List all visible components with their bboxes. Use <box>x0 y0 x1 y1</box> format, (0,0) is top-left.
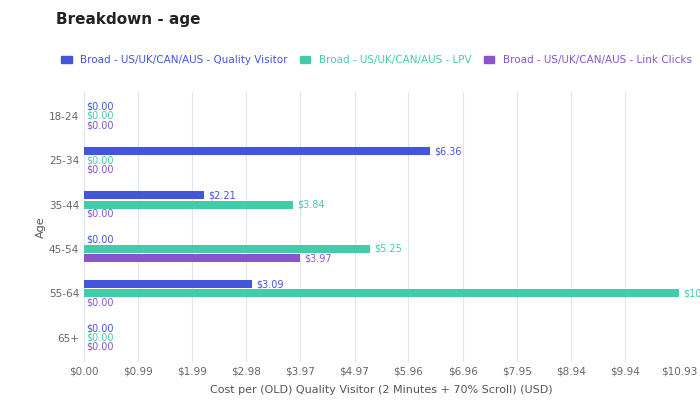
Y-axis label: Age: Age <box>36 216 46 238</box>
Text: $10.93: $10.93 <box>683 288 700 298</box>
Text: $3.84: $3.84 <box>298 200 325 210</box>
Bar <box>84 201 293 208</box>
Text: $0.00: $0.00 <box>86 342 113 352</box>
Bar <box>84 289 679 297</box>
Legend: Broad - US/UK/CAN/AUS - Quality Visitor, Broad - US/UK/CAN/AUS - LPV, Broad - US: Broad - US/UK/CAN/AUS - Quality Visitor,… <box>61 55 692 65</box>
Text: $0.00: $0.00 <box>86 102 113 112</box>
Text: $2.21: $2.21 <box>209 191 237 201</box>
Text: Breakdown - age: Breakdown - age <box>56 12 200 27</box>
Text: $0.00: $0.00 <box>86 297 113 307</box>
Text: $0.00: $0.00 <box>86 235 113 245</box>
Bar <box>84 147 430 155</box>
Text: $6.36: $6.36 <box>435 146 462 156</box>
Text: $0.00: $0.00 <box>86 332 113 342</box>
Text: $5.25: $5.25 <box>374 244 402 254</box>
Bar <box>84 280 252 288</box>
Text: $3.09: $3.09 <box>257 279 284 289</box>
Text: $0.00: $0.00 <box>86 323 113 333</box>
Text: $0.00: $0.00 <box>86 111 113 121</box>
Bar <box>84 254 300 262</box>
Text: $0.00: $0.00 <box>86 155 113 165</box>
Text: $0.00: $0.00 <box>86 164 113 174</box>
X-axis label: Cost per (OLD) Quality Visitor (2 Minutes + 70% Scroll) (USD): Cost per (OLD) Quality Visitor (2 Minute… <box>210 385 553 395</box>
Bar <box>84 191 204 199</box>
Bar <box>84 245 370 253</box>
Text: $3.97: $3.97 <box>304 253 332 263</box>
Text: $0.00: $0.00 <box>86 120 113 130</box>
Text: $0.00: $0.00 <box>86 209 113 219</box>
